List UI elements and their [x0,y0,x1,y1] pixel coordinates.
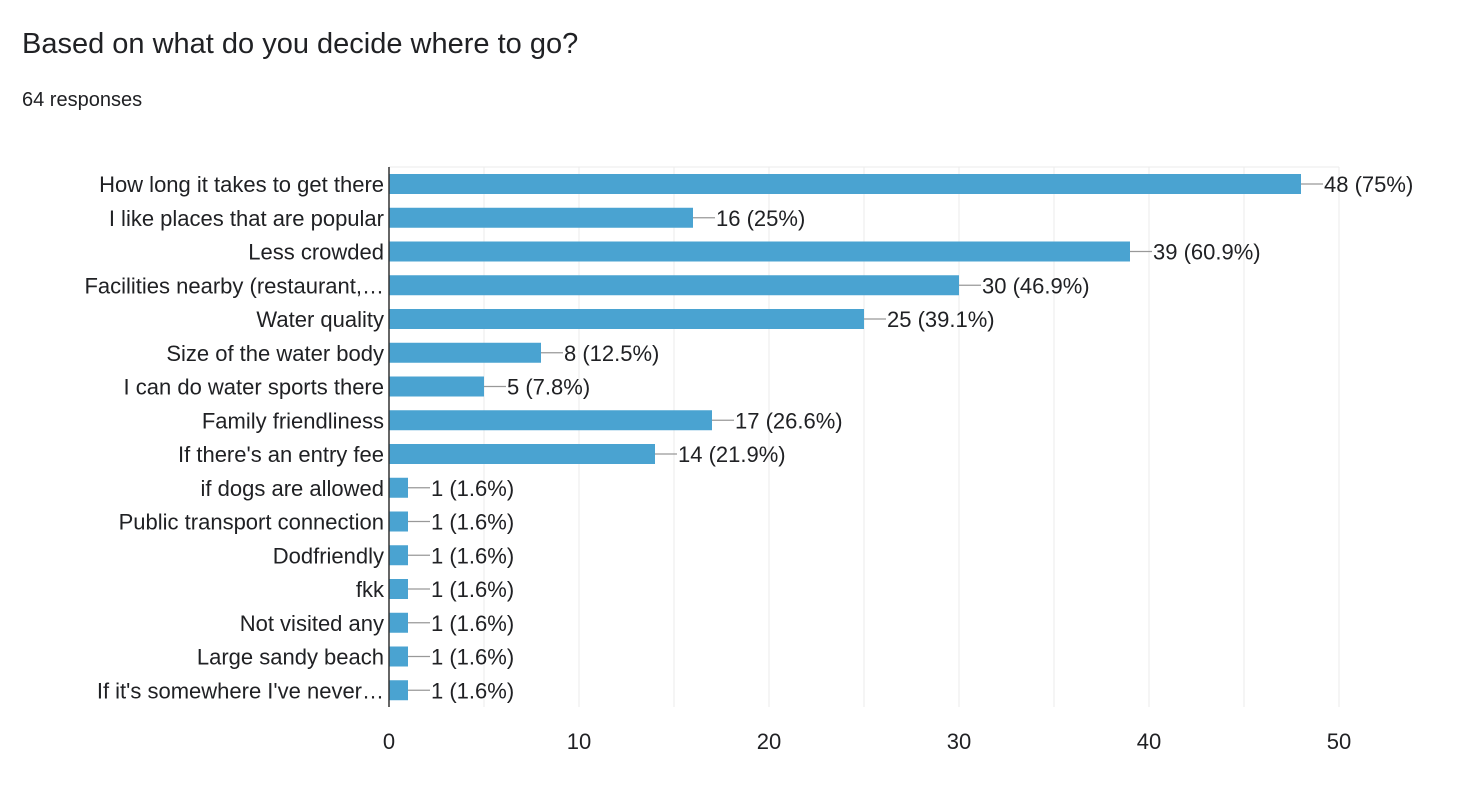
data-label: 1 (1.6%) [431,645,514,670]
data-label: 16 (25%) [716,206,805,231]
category-label: Water quality [256,307,384,332]
bar [389,410,712,431]
x-tick-label: 10 [567,729,591,754]
category-label: Less crowded [248,240,384,265]
data-label: 8 (12.5%) [564,341,659,366]
data-label: 17 (26.6%) [735,408,843,433]
category-label: Family friendliness [202,408,384,433]
bar [389,207,693,228]
grid-lines [389,166,1340,707]
axes: 0 10 20 30 40 50 [383,167,1351,754]
bar [389,545,408,566]
category-label: If there's an entry fee [178,442,384,467]
category-label: Public transport connection [119,510,384,535]
bar [389,511,408,532]
category-labels: How long it takes to get there I like pla… [84,172,385,703]
data-label: 14 (21.9%) [678,442,786,467]
bar [389,376,484,397]
category-label: I can do water sports there [124,375,384,400]
data-label: 1 (1.6%) [431,476,514,501]
bar [389,612,408,633]
data-label: 1 (1.6%) [431,678,514,703]
category-label: Facilities nearby (restaurant,… [84,273,384,298]
category-label: Dodfriendly [273,543,384,568]
bar [389,477,408,498]
data-label: 1 (1.6%) [431,577,514,602]
category-label: I like places that are popular [109,206,384,231]
category-label: Large sandy beach [197,645,384,670]
data-label: 48 (75%) [1324,172,1413,197]
data-label: 39 (60.9%) [1153,240,1261,265]
category-label: if dogs are allowed [201,476,384,501]
bar [389,579,408,599]
data-label: 1 (1.6%) [431,611,514,636]
category-label: Not visited any [240,611,384,636]
bar [389,342,541,363]
bar [389,646,408,667]
bar [389,174,1301,194]
x-tick-label: 50 [1327,729,1351,754]
x-tick-label: 30 [947,729,971,754]
category-label: If it's somewhere I've never… [97,678,384,703]
bar [389,444,655,464]
data-label: 25 (39.1%) [887,307,995,332]
category-label: fkk [356,577,385,602]
bar [389,241,1130,262]
category-label: How long it takes to get there [99,172,384,197]
bars: 48 (75%) 16 (25%) 39 (60.9%) 30 (46.9%) 25 (… [389,172,1413,703]
x-tick-label: 0 [383,729,395,754]
chart-title: Based on what do you decide where to go? [22,28,579,60]
data-label: 1 (1.6%) [431,510,514,535]
x-tick-label: 20 [757,729,781,754]
data-label: 1 (1.6%) [431,543,514,568]
response-count: 64 responses [22,89,143,111]
category-label: Size of the water body [166,341,384,366]
bar [389,275,959,296]
bar [389,309,864,329]
bar [389,680,408,701]
data-label: 5 (7.8%) [507,375,590,400]
data-label: 30 (46.9%) [982,273,1090,298]
x-tick-label: 40 [1137,729,1161,754]
